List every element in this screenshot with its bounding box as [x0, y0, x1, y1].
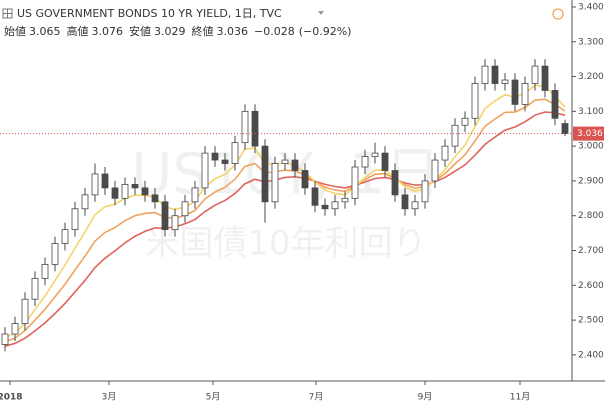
candle-body [281, 159, 289, 164]
candle-body [91, 173, 99, 196]
candle-body [101, 173, 109, 189]
candle-body [391, 170, 399, 196]
alert-icon[interactable] [552, 8, 564, 20]
candle-body [461, 117, 469, 126]
candle-body [141, 187, 149, 196]
candle-body [291, 159, 299, 171]
candle-body [171, 215, 179, 231]
candle-body [131, 184, 139, 189]
watermark-symbol: US10Y, 1日 [131, 142, 440, 207]
y-tick-label: 3.400 [578, 2, 604, 12]
candle-body [551, 90, 559, 119]
ohlc-value: 3.076 [92, 25, 124, 38]
candle-body [481, 65, 489, 84]
candle-body [111, 187, 119, 199]
candle-body [331, 201, 339, 210]
y-tick-label: 2.600 [578, 281, 604, 291]
candle-body [431, 159, 439, 182]
y-tick-label: 2.800 [578, 211, 604, 221]
candle-body [161, 201, 169, 231]
y-tick-label: 2.500 [578, 316, 604, 326]
candle-body [401, 194, 409, 210]
candle-body [121, 184, 129, 199]
candle-body [271, 163, 279, 203]
candle-body [151, 194, 159, 203]
ribbon-line [4, 84, 566, 339]
y-tick-label: 3.000 [578, 142, 604, 152]
candle-body [191, 187, 199, 203]
candle-body [311, 187, 319, 206]
candle-body [211, 152, 219, 161]
candle-body [341, 197, 349, 203]
candle-body [441, 145, 449, 161]
candle-body [351, 166, 359, 199]
candle-body [561, 123, 569, 135]
candle-body [381, 152, 389, 171]
ohlc-value: 3.036 [217, 25, 249, 38]
y-tick-label: 3.300 [578, 37, 604, 47]
candle-body [11, 323, 19, 335]
ohlc-label: 高値 [67, 24, 89, 38]
change-value: (−0.92%) [299, 25, 352, 38]
x-tick-label: 7月 [309, 392, 324, 403]
y-tick-label: 2.900 [578, 176, 604, 186]
y-tick-label: 2.400 [578, 350, 604, 360]
y-tick-label: 3.100 [578, 107, 604, 117]
candle-body [361, 156, 369, 168]
candle-body [251, 110, 259, 147]
candle-body [541, 65, 549, 91]
ohlc-label: 終値 [192, 24, 214, 38]
ribbon-line [4, 98, 566, 343]
chart-title: US GOVERNMENT BONDS 10 YR YIELD, 1日, TVC [17, 7, 282, 20]
y-tick-label: 3.200 [578, 72, 604, 82]
candle-body [471, 83, 479, 119]
candle-body [511, 79, 519, 105]
ohlc-label: 安値 [129, 24, 151, 38]
candle-body [31, 277, 39, 300]
candle-body [231, 142, 239, 164]
x-tick-label: 11月 [510, 392, 530, 403]
x-tick-label: 2018 [0, 393, 23, 403]
candle-body [61, 229, 69, 244]
dropdown-icon[interactable] [318, 11, 324, 15]
candle-body [411, 201, 419, 210]
x-tick-label: 5月 [206, 392, 221, 403]
x-tick-label: 9月 [418, 392, 433, 403]
candle-body [301, 170, 309, 189]
last-price-box [573, 126, 604, 141]
candle-body [71, 208, 79, 231]
y-tick-label: 2.700 [578, 246, 604, 256]
candle-body [421, 180, 429, 203]
candle-body [181, 201, 189, 217]
candle-body [41, 264, 49, 279]
last-price-label: 3.036 [577, 129, 603, 139]
candle-body [221, 159, 229, 164]
candle-body [241, 110, 249, 144]
ohlc-value: 3.065 [29, 25, 61, 38]
candle-body [21, 298, 29, 324]
ohlc-label: 始値 [4, 24, 26, 38]
candle-body [1, 333, 9, 345]
candle-body [531, 65, 539, 84]
candle-body [371, 152, 379, 157]
candle-body [261, 145, 269, 203]
ohlc-header: 始値 3.065 高値 3.076 安値 3.029 終値 3.036 −0.028 (−0.92… [4, 24, 351, 38]
x-tick-label: 3月 [102, 392, 117, 403]
candle-body [451, 124, 459, 147]
ribbon-line [4, 111, 566, 347]
candle-body [81, 194, 89, 210]
candle-body [521, 83, 529, 105]
watermark-name: 米国債10年利回り [145, 224, 426, 264]
candle-body [501, 79, 509, 84]
ohlc-value: 3.029 [154, 25, 186, 38]
candle-body [491, 65, 499, 84]
candle-body [201, 152, 209, 189]
watermark: US10Y, 1日 米国債10年利回り [131, 142, 440, 263]
candle-body [51, 243, 59, 265]
candle-body [321, 204, 329, 210]
change-value: −0.028 [254, 25, 295, 38]
